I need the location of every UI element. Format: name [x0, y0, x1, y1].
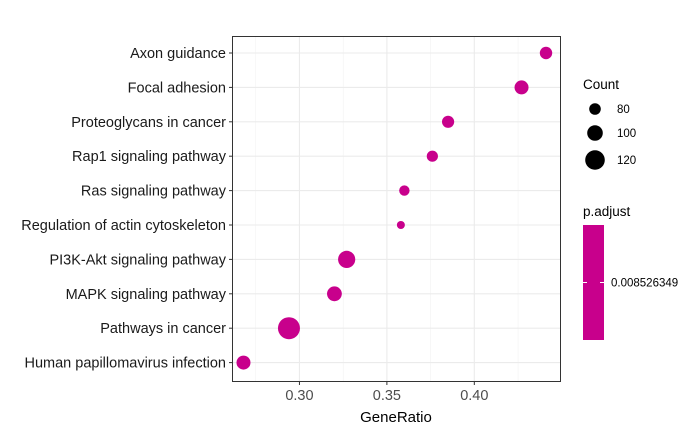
y-tick-label: Ras signaling pathway	[81, 184, 227, 200]
data-point	[539, 46, 553, 60]
data-point	[396, 221, 405, 229]
color-legend-bar	[583, 225, 604, 340]
data-point	[277, 317, 300, 340]
y-tick-label: Rap1 signaling pathway	[72, 149, 227, 165]
data-point	[441, 115, 455, 128]
x-tick-label: 0.35	[373, 388, 401, 404]
x-axis-ticks: 0.30 0.35 0.40	[285, 381, 488, 404]
data-point	[399, 185, 410, 196]
size-legend-label: 100	[617, 128, 636, 140]
y-tick-label: MAPK signaling pathway	[66, 287, 227, 303]
size-legend-circle	[589, 103, 601, 115]
y-tick-label: PI3K-Akt signaling pathway	[49, 252, 226, 268]
grid-lines	[233, 37, 560, 381]
size-legend-items: 80 100 120	[585, 103, 636, 170]
y-tick-label: Regulation of actin cytoskeleton	[21, 218, 226, 234]
size-legend-label: 80	[617, 104, 630, 116]
size-legend-circle	[587, 125, 603, 141]
x-tick-label: 0.40	[460, 388, 488, 404]
y-tick-label: Axon guidance	[130, 46, 226, 62]
plot-panel-border	[232, 36, 561, 382]
x-axis-title: GeneRatio	[360, 409, 432, 426]
data-point	[514, 80, 529, 95]
color-legend-label: 0.008526349	[611, 278, 678, 290]
data-point	[327, 286, 342, 302]
size-legend: Count 80 100 120	[583, 77, 636, 170]
y-tick-label: Focal adhesion	[128, 80, 226, 96]
size-legend-label: 120	[617, 155, 636, 167]
y-tick-label: Pathways in cancer	[100, 321, 226, 337]
y-tick-label: Proteoglycans in cancer	[71, 115, 226, 131]
size-legend-circle	[585, 150, 605, 170]
data-point	[338, 250, 356, 268]
x-tick-label: 0.30	[285, 388, 313, 404]
data-points	[236, 46, 553, 370]
color-legend-title: p.adjust	[583, 204, 631, 219]
color-legend: p.adjust 0.008526349	[583, 204, 678, 340]
y-tick-label: Human papillomavirus infection	[25, 356, 227, 372]
data-point	[236, 355, 251, 370]
size-legend-title: Count	[583, 77, 619, 92]
data-point	[426, 150, 438, 162]
y-axis-labels: Axon guidance Focal adhesion Proteoglycans…	[21, 46, 233, 372]
